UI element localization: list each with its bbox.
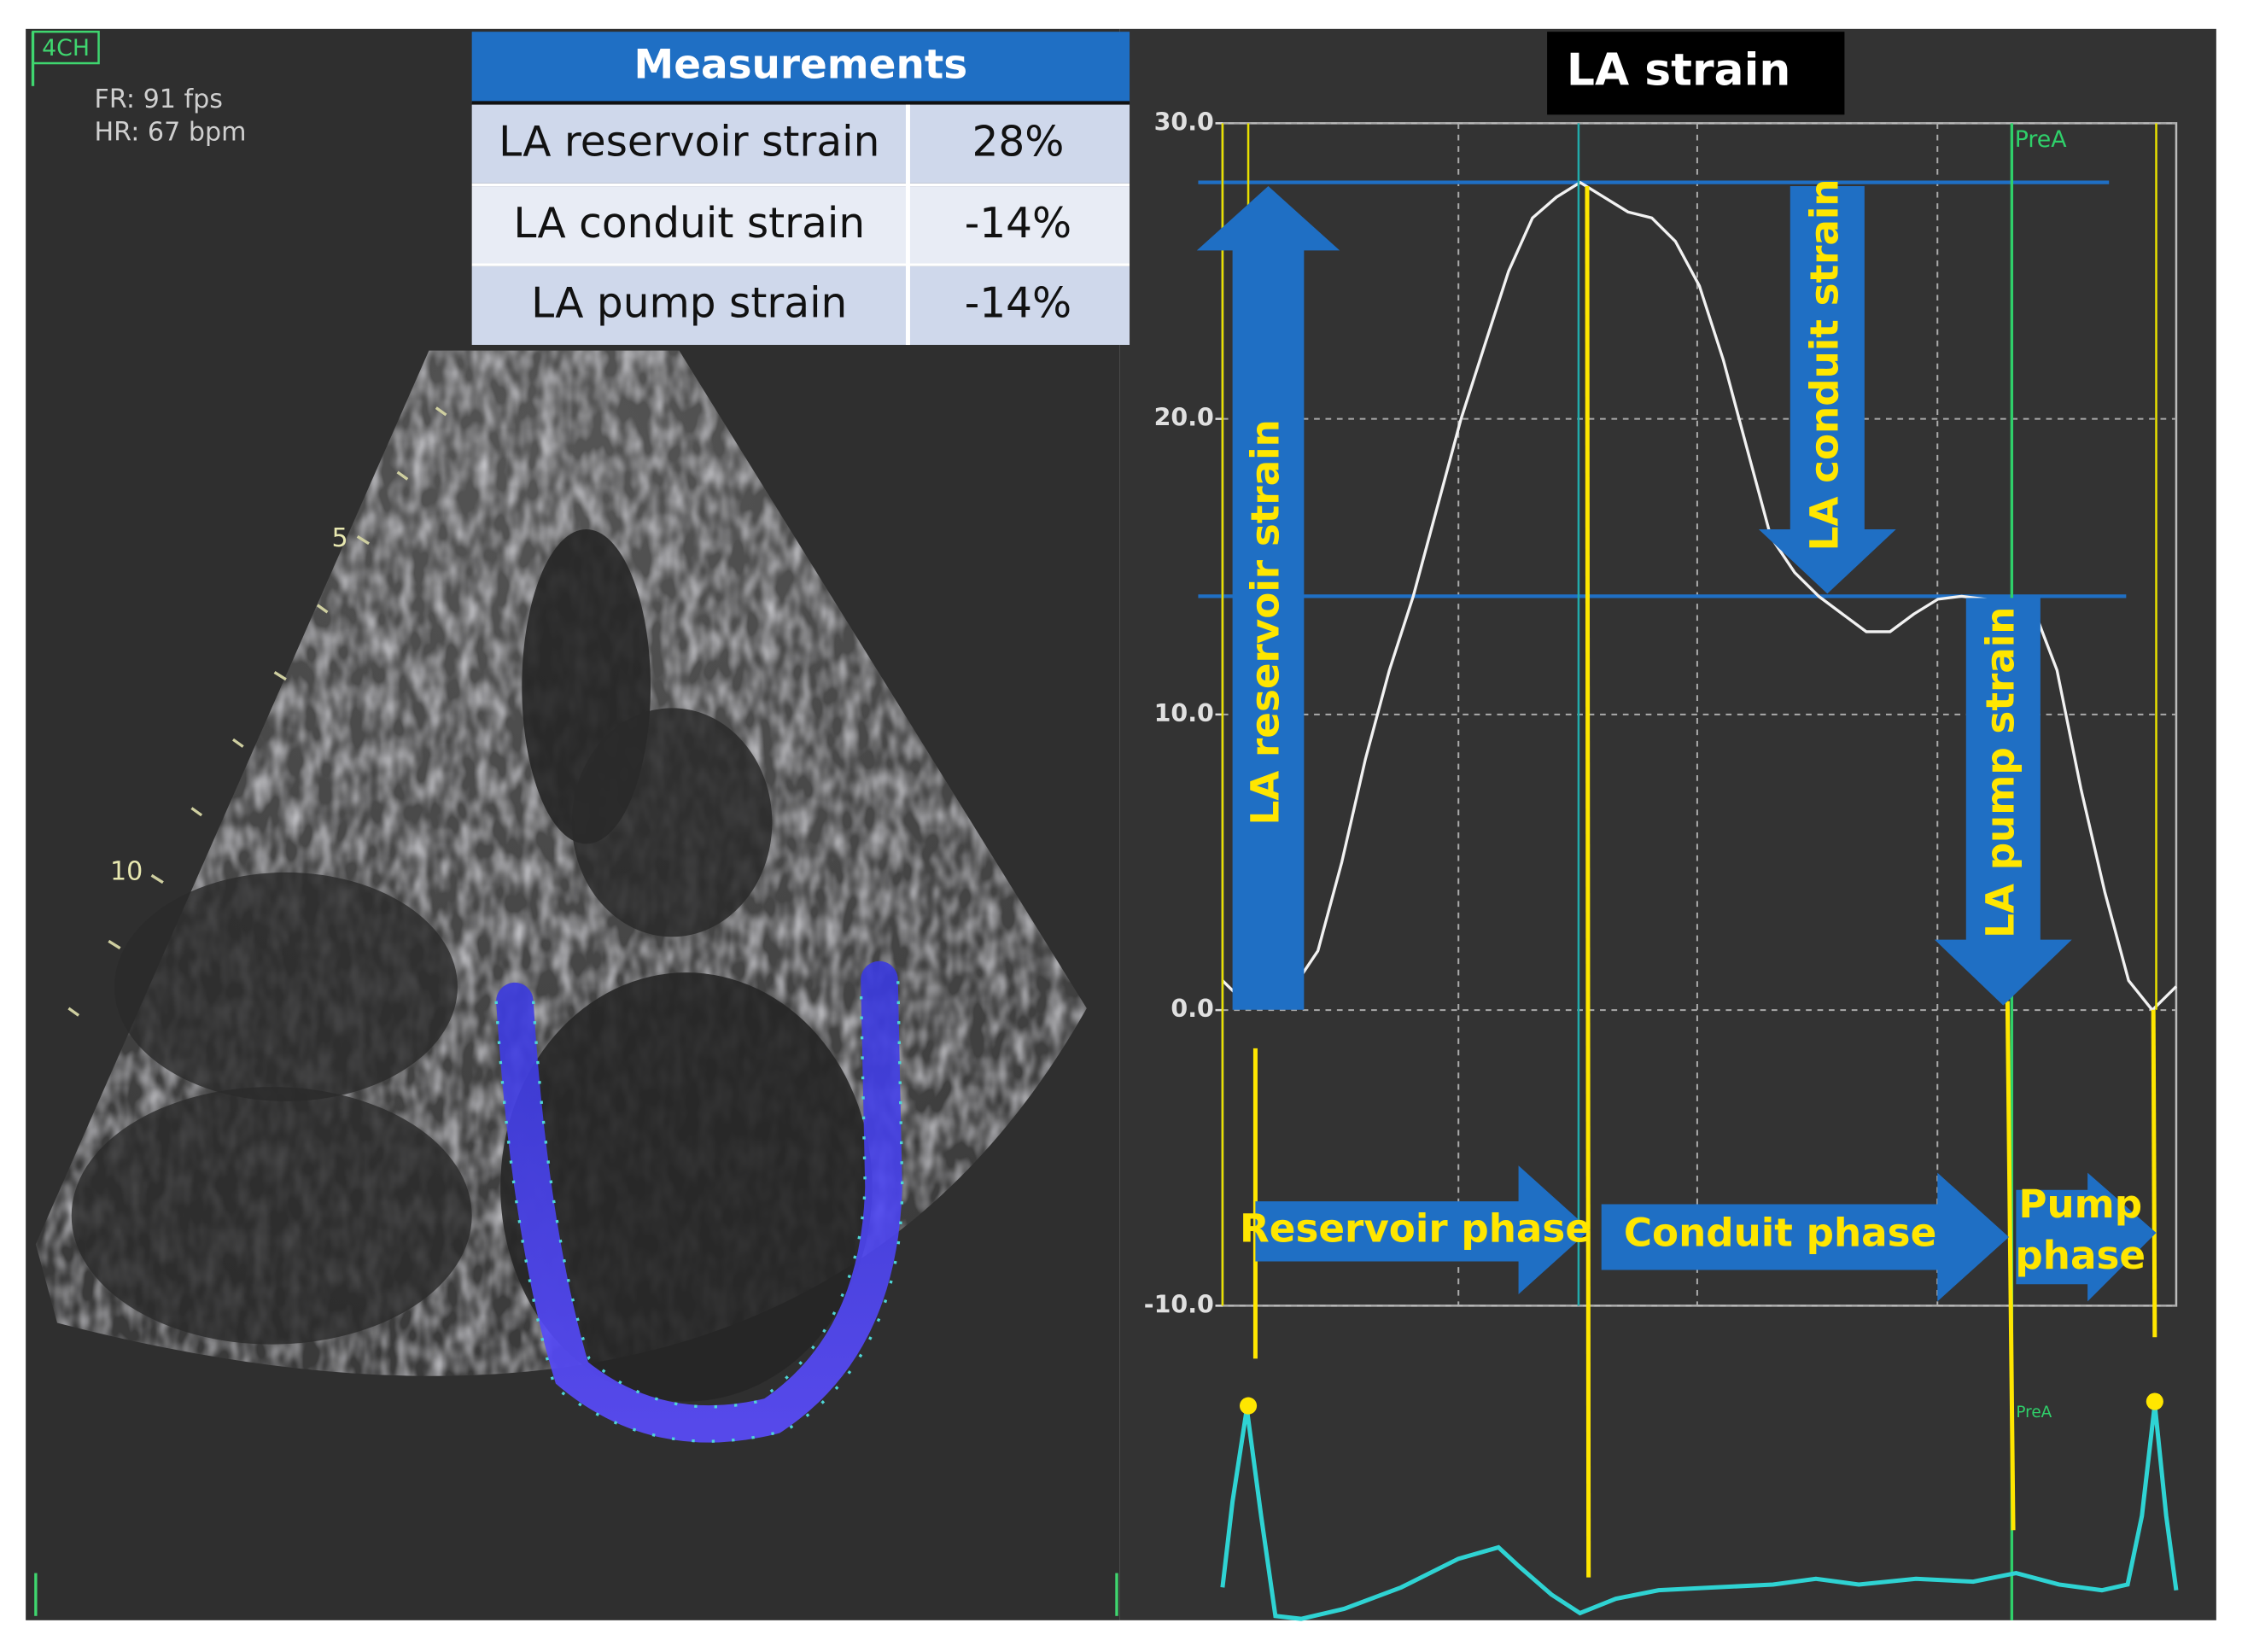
table-cell: LA conduit strain — [513, 200, 865, 248]
table-cell: -14% — [965, 280, 1071, 328]
annotation: Conduit phase — [1624, 1210, 1936, 1255]
table-header — [471, 32, 1130, 103]
annotation: Pump phase — [2015, 1182, 2146, 1278]
marker-label: PreA — [2015, 126, 2068, 153]
depth-mark: 10 — [110, 856, 143, 886]
table-cell: LA reservoir strain — [499, 118, 879, 166]
y-tick-label: 10.0 — [1154, 699, 1214, 727]
annotation: LA reservoir strain — [1242, 419, 1287, 825]
annotation: LA conduit strain — [1801, 178, 1847, 551]
plot — [1198, 122, 2178, 1307]
table-cell: -14% — [965, 200, 1071, 248]
title-box — [1547, 32, 1845, 115]
chart-title: LA strain — [1567, 45, 1790, 96]
measurements-table: Measurements LA reservoir strain 28% LA … — [471, 32, 1130, 345]
table-cell: LA pump strain — [531, 280, 847, 328]
y-tick-label: 30.0 — [1154, 108, 1214, 136]
ecg — [1220, 1392, 2179, 1621]
arrow — [1196, 186, 1340, 1010]
y-tick-label: 20.0 — [1154, 404, 1214, 432]
annotation-arrows — [1196, 186, 2157, 1302]
annotation: Reservoir phase — [1240, 1205, 1591, 1251]
frame-rate: FR: 91 fps — [95, 85, 223, 114]
echo-image — [34, 350, 1118, 1616]
annotation: LA pump strain — [1977, 607, 2023, 938]
heart-rate: HR: 67 bpm — [95, 118, 247, 148]
marker-label: PreA — [2016, 1404, 2052, 1421]
arrow — [2016, 1172, 2157, 1302]
table-title: Measurements — [634, 42, 968, 89]
y-tick-label: -10.0 — [1144, 1290, 1214, 1318]
arrow — [1255, 1165, 1591, 1294]
y-tick-label: 0.0 — [1171, 995, 1213, 1023]
table-cell: 28% — [972, 118, 1064, 166]
arrow — [1601, 1172, 2010, 1302]
depth-mark: 5 — [332, 523, 348, 553]
view-label: 4CH — [42, 35, 90, 61]
arrow — [1934, 598, 2072, 1006]
arrow — [1758, 186, 1896, 594]
